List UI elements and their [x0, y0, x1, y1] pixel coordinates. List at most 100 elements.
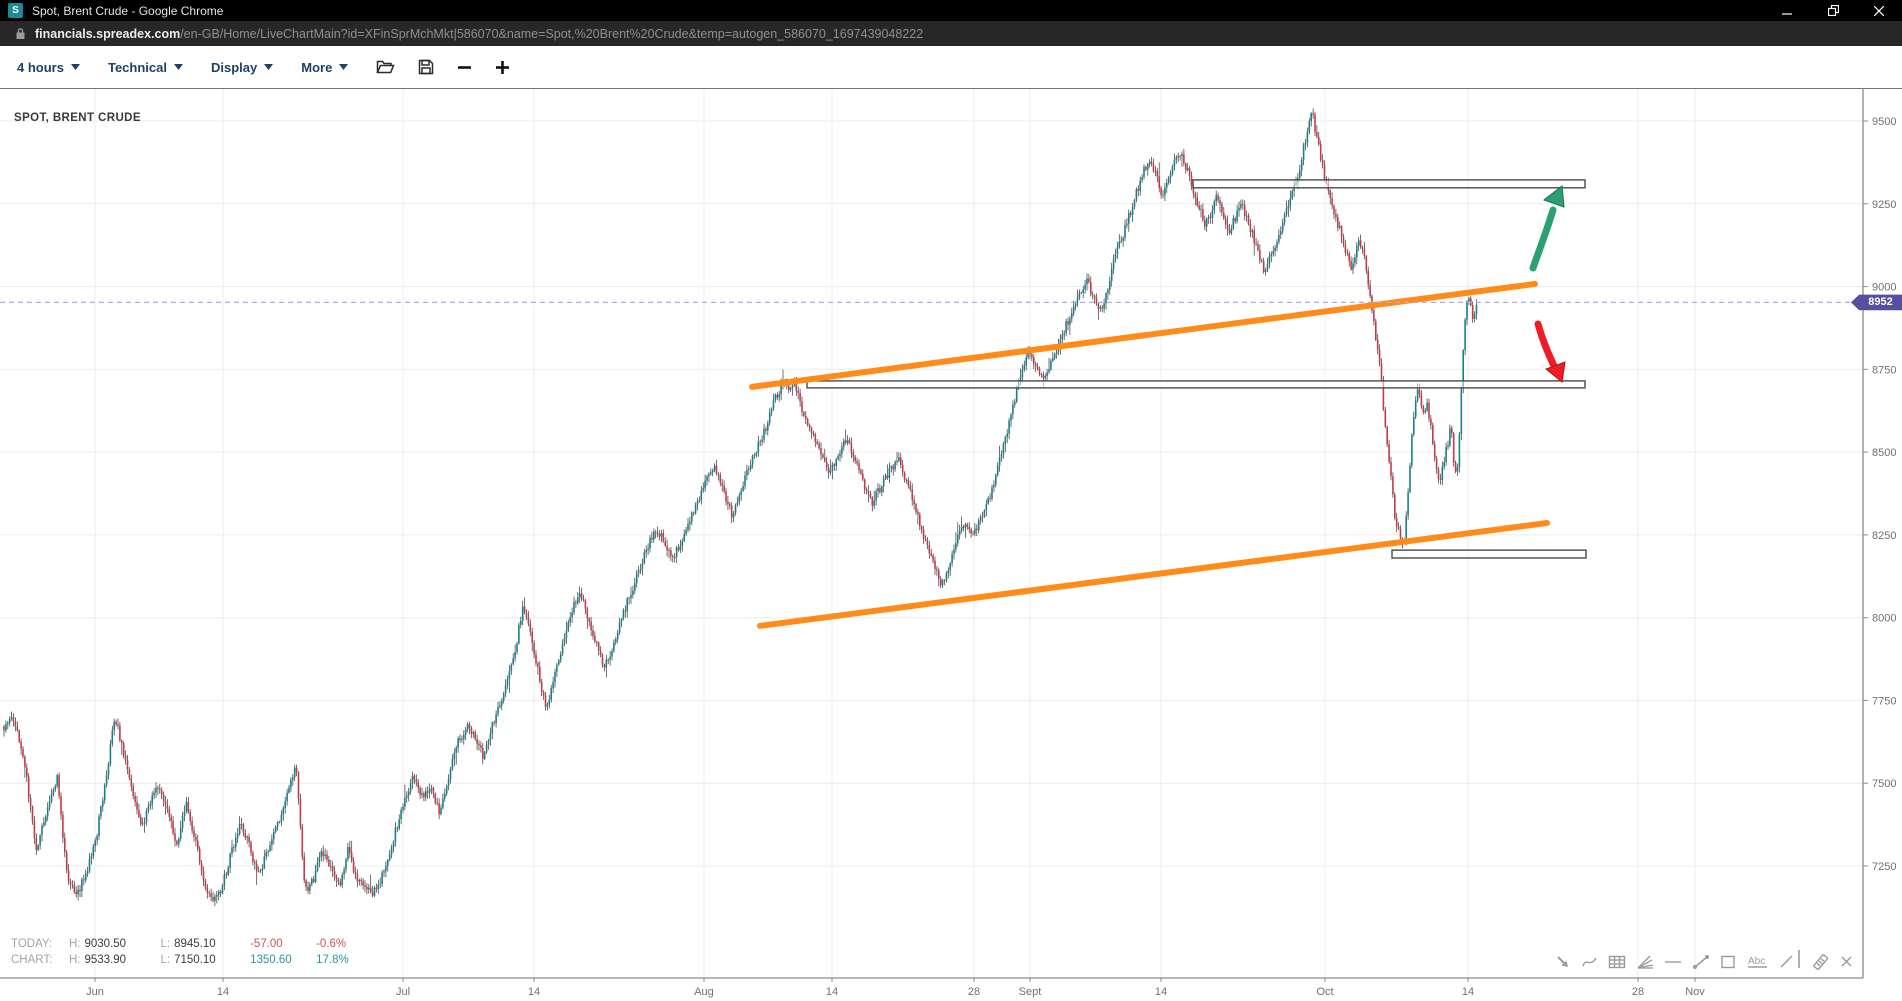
measure-icon — [1813, 953, 1829, 970]
url-path: /en-GB/Home/LiveChartMain?id=XFinSprMchM… — [180, 26, 924, 41]
timeframe-dropdown[interactable]: 4 hours — [17, 60, 80, 75]
trend-line-icon — [1693, 954, 1709, 969]
today-change: -57.00 — [250, 938, 283, 950]
chart-toolbar: 4 hours Technical Display More — [0, 46, 1902, 88]
svg-text:14: 14 — [1462, 986, 1474, 998]
more-label: More — [301, 59, 333, 75]
svg-text:8250: 8250 — [1872, 530, 1896, 542]
fan-lines-icon — [1637, 955, 1654, 969]
svg-text:14: 14 — [1155, 986, 1167, 998]
chart-low-label: L: — [160, 954, 171, 966]
chart-low-value: 7150.10 — [174, 954, 216, 966]
minimize-button[interactable] — [1764, 0, 1810, 21]
spreadex-favicon: S — [8, 3, 23, 18]
toolbar-divider — [1795, 949, 1803, 974]
draw-tool-close[interactable] — [1840, 955, 1853, 968]
close-tools-icon — [1841, 956, 1852, 967]
svg-text:Oct: Oct — [1316, 986, 1333, 998]
svg-text:Aug: Aug — [694, 986, 714, 998]
today-change-pct: -0.6% — [316, 938, 347, 950]
svg-text:Nov: Nov — [1685, 986, 1705, 998]
window-titlebar: S Spot, Brent Crude - Google Chrome — [0, 0, 1902, 21]
url-domain: financials.spreadex.com — [35, 26, 181, 41]
close-button[interactable] — [1856, 0, 1902, 21]
zoom-out-button[interactable] — [457, 60, 472, 75]
svg-text:Jul: Jul — [396, 986, 410, 998]
today-low-value: 8945.10 — [174, 938, 216, 950]
technical-dropdown[interactable]: Technical — [108, 60, 183, 75]
symbol-label: SPOT, BRENT CRUDE — [14, 112, 141, 124]
open-folder-icon — [376, 60, 395, 74]
svg-text:7500: 7500 — [1872, 778, 1896, 790]
timeframe-label: 4 hours — [17, 59, 64, 75]
save-icon — [419, 59, 434, 75]
line-icon — [1780, 955, 1793, 967]
draw-tool-measure[interactable] — [1813, 953, 1830, 970]
svg-text:9250: 9250 — [1872, 199, 1896, 211]
last-price-badge: 8952 — [1851, 294, 1902, 311]
today-high-label: H: — [69, 938, 81, 950]
grid-icon — [1608, 955, 1626, 968]
svg-text:8000: 8000 — [1872, 613, 1896, 625]
today-low-label: L: — [160, 938, 171, 950]
more-dropdown[interactable]: More — [301, 59, 349, 75]
draw-tool-grid[interactable] — [1608, 954, 1626, 970]
svg-text:Jun: Jun — [86, 986, 104, 998]
svg-text:8500: 8500 — [1872, 447, 1896, 459]
chevron-down-icon — [70, 64, 80, 70]
svg-text:7750: 7750 — [1872, 695, 1896, 707]
price-stats: TODAY: H: 9030.50 L: 8945.10 -57.00 -0.6… — [11, 936, 382, 968]
divider-icon — [1798, 950, 1800, 968]
svg-text:14: 14 — [217, 986, 229, 998]
draw-tool-curve[interactable] — [1581, 954, 1598, 970]
svg-text:28: 28 — [1632, 986, 1644, 998]
draw-tool-rectangle[interactable] — [1720, 954, 1737, 970]
today-label: TODAY: — [11, 938, 53, 950]
chart-change-pct: 17.8% — [316, 954, 349, 966]
svg-text:14: 14 — [528, 986, 540, 998]
drawing-toolbar: Abc — [1545, 949, 1853, 974]
horizontal-line-icon — [1665, 960, 1681, 963]
svg-text:9500: 9500 — [1872, 116, 1896, 128]
technical-label: Technical — [107, 59, 167, 75]
svg-text:Sept: Sept — [1019, 986, 1042, 998]
zoom-out-icon — [458, 65, 472, 69]
chart-stats-row: CHART: H: 9533.90 L: 7150.10 1350.60 17.… — [11, 952, 382, 968]
display-dropdown[interactable]: Display — [210, 59, 274, 75]
chevron-down-icon — [173, 64, 183, 70]
open-chart-button[interactable] — [376, 59, 395, 75]
padlock-icon — [16, 28, 25, 39]
zoom-in-button[interactable] — [495, 60, 510, 75]
rectangle-icon — [1721, 955, 1735, 968]
draw-tool-fan[interactable] — [1636, 954, 1654, 970]
chevron-down-icon — [339, 64, 349, 70]
draw-tool-trendline[interactable] — [1692, 954, 1710, 970]
svg-text:8750: 8750 — [1872, 364, 1896, 376]
chart-high-value: 9533.90 — [84, 954, 127, 966]
today-stats-row: TODAY: H: 9030.50 L: 8945.10 -57.00 -0.6… — [11, 936, 382, 952]
today-high-value: 9030.50 — [84, 938, 127, 950]
restore-icon — [1827, 5, 1839, 16]
display-label: Display — [210, 59, 258, 75]
curved-line-icon — [1582, 957, 1597, 966]
close-icon — [1874, 5, 1884, 16]
chart-change: 1350.60 — [250, 954, 292, 966]
svg-text:Abc: Abc — [1748, 956, 1765, 967]
draw-tool-hline[interactable] — [1664, 954, 1682, 970]
chart-high-label: H: — [69, 954, 81, 966]
url-text: financials.spreadex.com/en-GB/Home/LiveC… — [35, 27, 923, 41]
zoom-in-icon — [496, 60, 510, 74]
restore-button[interactable] — [1810, 0, 1856, 21]
draw-tool-pointer[interactable] — [1555, 954, 1571, 970]
text-icon: Abc — [1748, 956, 1767, 968]
save-chart-button[interactable] — [418, 59, 434, 75]
draw-tool-line[interactable] — [1779, 954, 1795, 970]
draw-tool-text[interactable]: Abc — [1747, 954, 1769, 970]
url-bar[interactable]: financials.spreadex.com/en-GB/Home/LiveC… — [0, 21, 1902, 46]
svg-text:14: 14 — [826, 986, 838, 998]
svg-text:9000: 9000 — [1872, 282, 1896, 294]
svg-text:7250: 7250 — [1872, 861, 1896, 873]
minimize-icon — [1782, 12, 1792, 15]
chevron-down-icon — [264, 64, 274, 70]
